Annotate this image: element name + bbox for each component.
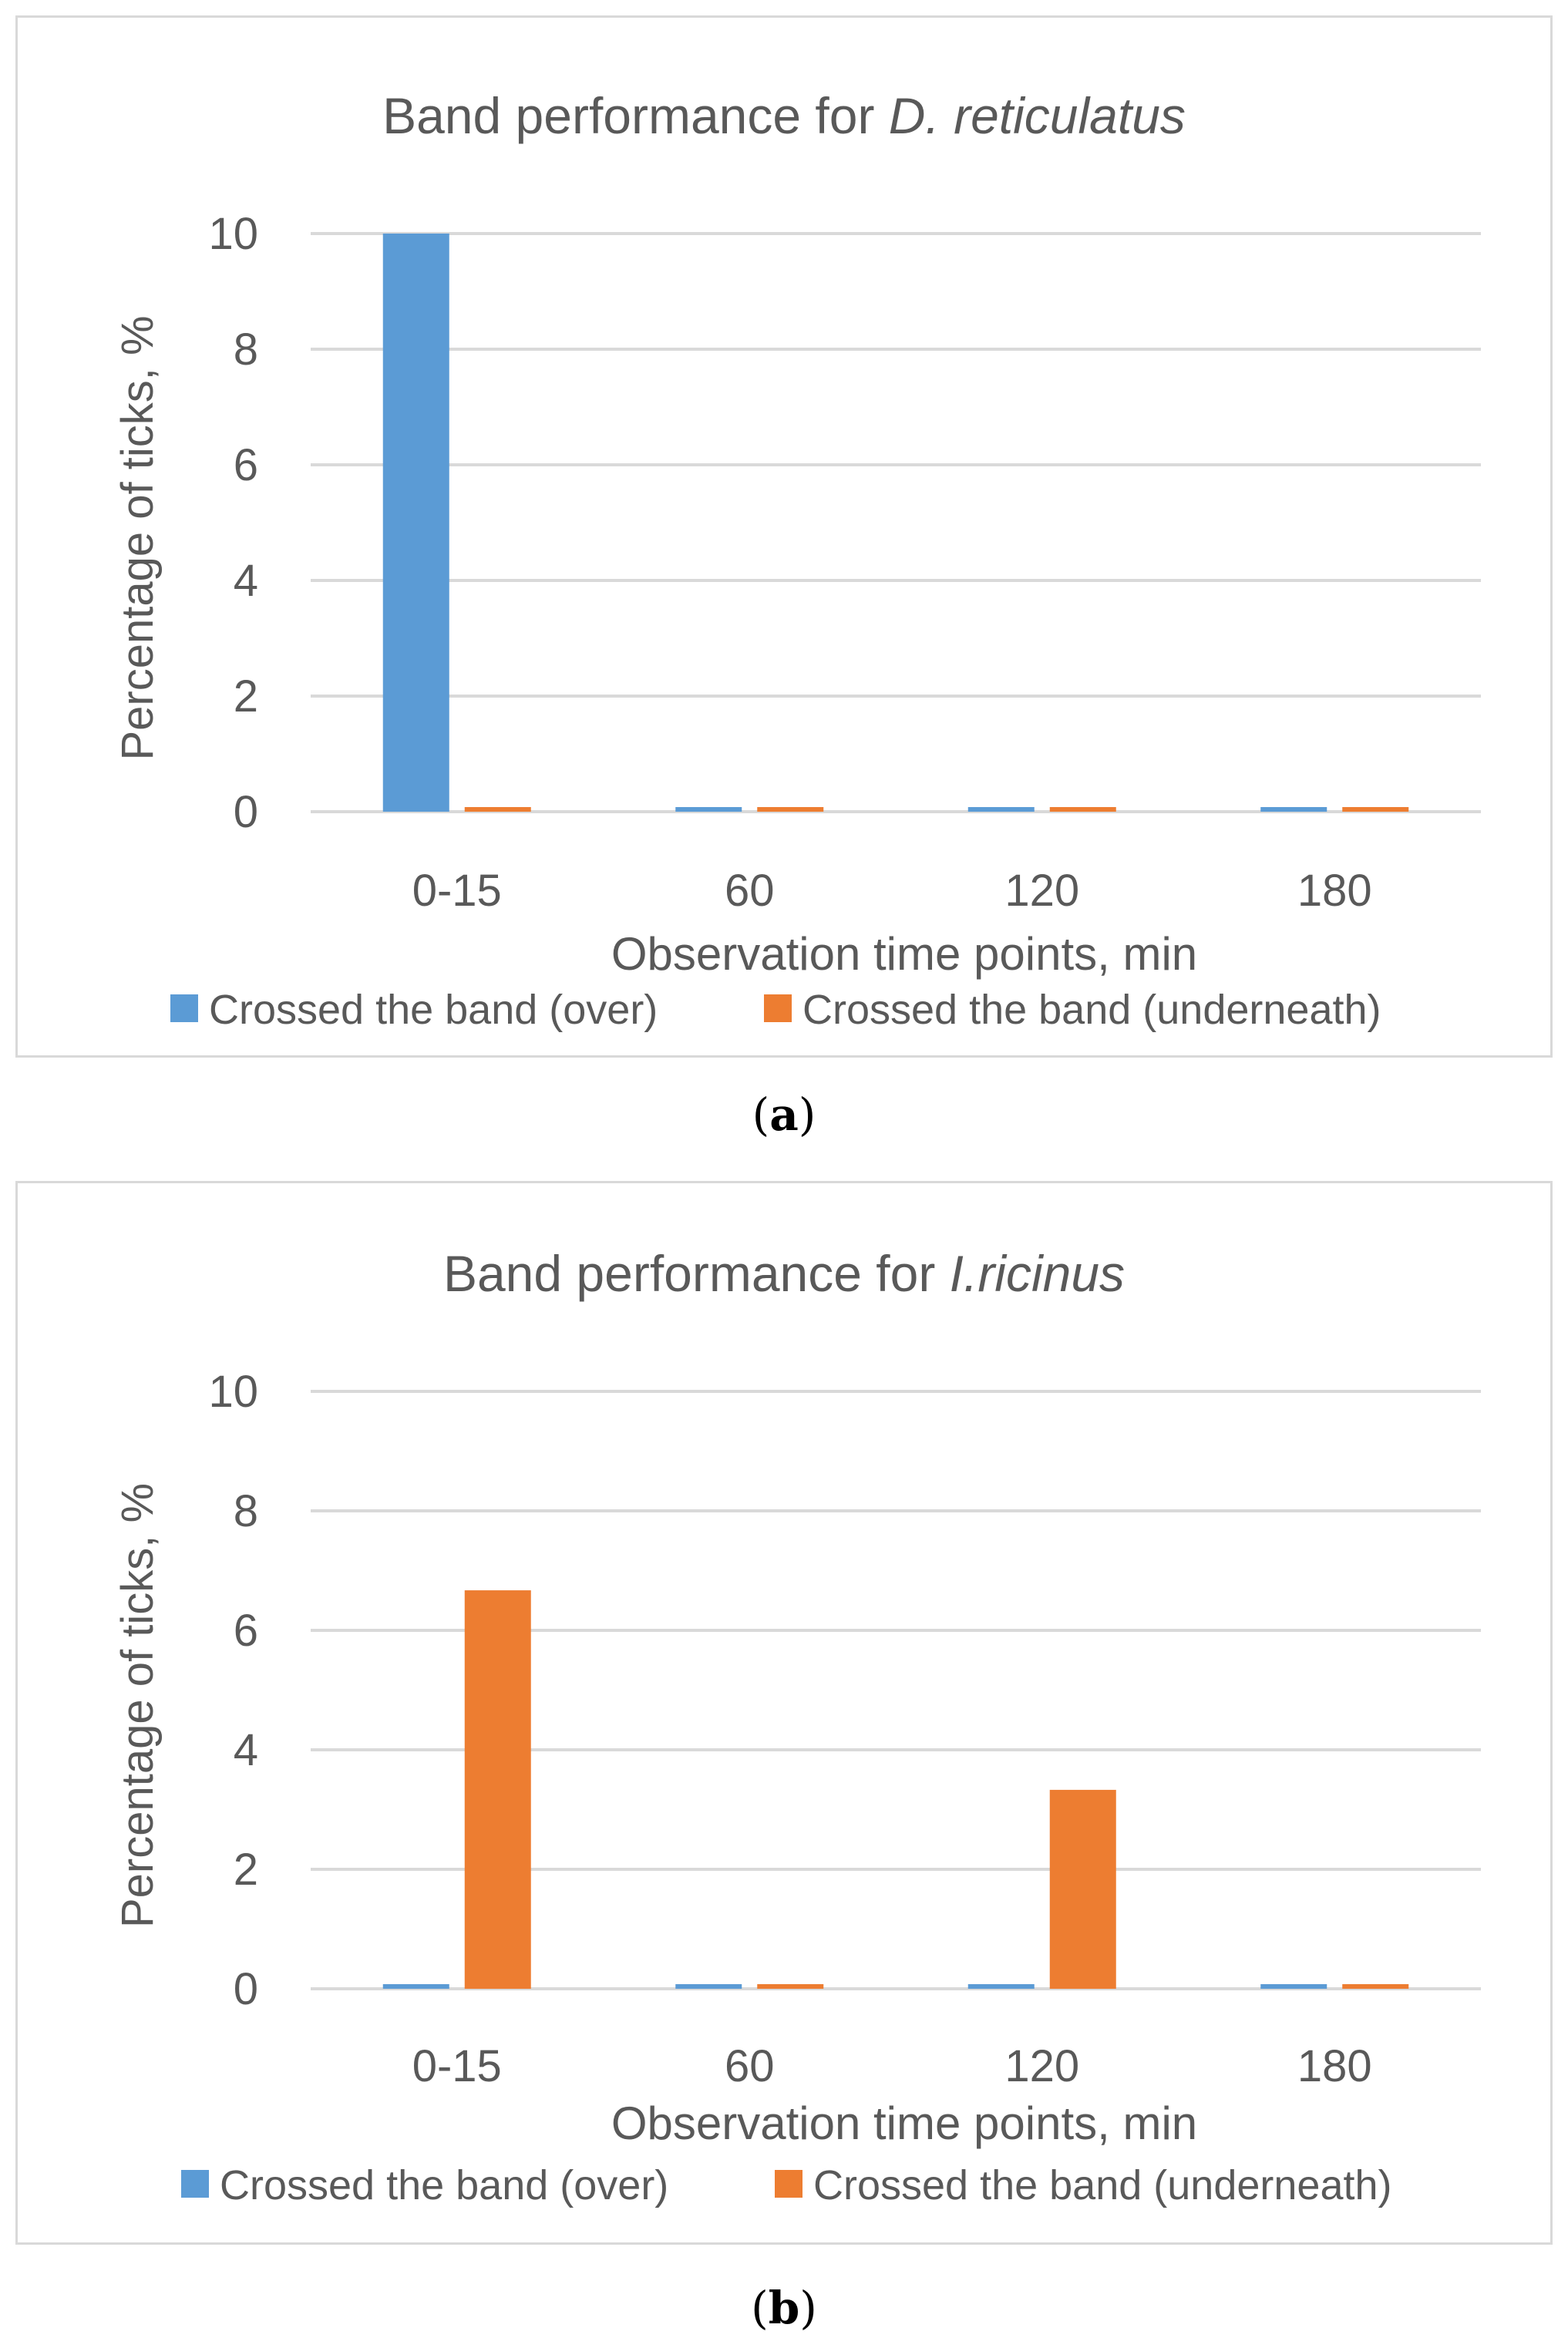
y-tick-label: 2 — [234, 1845, 258, 1895]
bar-over — [967, 807, 1035, 812]
legend-swatch — [764, 994, 792, 1022]
bar-over — [382, 234, 449, 812]
bar-over — [1260, 807, 1327, 812]
x-tick-label: 120 — [1004, 866, 1079, 916]
bar-underneath — [1049, 807, 1116, 812]
bar-over — [675, 807, 742, 812]
bar-underneath — [1049, 1789, 1116, 1989]
bar-underneath — [757, 1984, 824, 1989]
x-tick-label: 180 — [1297, 866, 1372, 916]
x-tick-label: 0-15 — [412, 866, 502, 916]
y-tick-label: 4 — [234, 1725, 258, 1775]
x-tick-label: 120 — [1004, 2041, 1079, 2091]
x-axis-label: Observation time points, min — [611, 2097, 1197, 2149]
x-axis-label: Observation time points, min — [611, 928, 1197, 980]
y-tick-label: 6 — [234, 440, 258, 490]
chart-b: Band performance for I.ricinus 0 2 4 6 8 10 Per… — [113, 1245, 1481, 2208]
x-tick-label: 0-15 — [412, 2041, 502, 2091]
caption-b-letter: b — [768, 2282, 800, 2334]
bar-underneath — [757, 807, 824, 812]
y-axis-label: Percentage of ticks, % — [113, 315, 163, 760]
y-tick-label: 10 — [208, 1367, 258, 1417]
chart-title-species: I.ricinus — [950, 1245, 1125, 1302]
legend-label: Crossed the band (underneath) — [803, 987, 1381, 1033]
y-tick-label: 2 — [234, 671, 258, 722]
y-tick-label: 0 — [234, 787, 258, 837]
legend-swatch — [181, 2170, 209, 2198]
legend-swatch — [170, 994, 198, 1022]
chart-title-text: Band performance for — [443, 1245, 950, 1302]
chart-a: Band performance for D. reticulatus 0 2 4 6 8… — [113, 87, 1481, 1033]
chart-title: Band performance for D. reticulatus — [382, 87, 1186, 144]
bar-over — [967, 1984, 1035, 1989]
y-tick-label: 0 — [234, 1964, 258, 2014]
bar-underneath — [464, 807, 531, 812]
bar-underneath — [464, 1590, 531, 1989]
caption-a-letter: a — [769, 1088, 799, 1141]
bar-underneath — [1342, 1984, 1409, 1989]
caption-a: (a) — [752, 1088, 816, 1141]
legend-label: Crossed the band (underneath) — [813, 2162, 1392, 2208]
legend-swatch — [775, 2170, 803, 2198]
y-tick-label: 4 — [234, 556, 258, 606]
caption-b: (b) — [751, 2282, 817, 2334]
y-tick-label: 8 — [234, 325, 258, 375]
chart-title: Band performance for I.ricinus — [443, 1245, 1125, 1302]
bar-underneath — [1342, 807, 1409, 812]
chart-panel-b: Band performance for I.ricinus 0 2 4 6 8 10 Per… — [15, 1181, 1553, 2245]
bar-over — [675, 1984, 742, 1989]
x-tick-label: 60 — [725, 866, 775, 916]
chart-title-species: D. reticulatus — [889, 87, 1186, 144]
y-tick-label: 10 — [208, 209, 258, 259]
y-tick-label: 8 — [234, 1486, 258, 1536]
chart-title-text: Band performance for — [382, 87, 889, 144]
legend-label: Crossed the band (over) — [220, 2162, 668, 2208]
x-tick-label: 60 — [725, 2041, 775, 2091]
x-tick-label: 180 — [1297, 2041, 1372, 2091]
bar-over — [1260, 1984, 1327, 1989]
legend-label: Crossed the band (over) — [209, 987, 658, 1033]
y-axis-label: Percentage of ticks, % — [113, 1483, 163, 1928]
y-tick-label: 6 — [234, 1606, 258, 1656]
bar-over — [382, 1984, 449, 1989]
chart-panel-a: Band performance for D. reticulatus 0 2 4 6 8… — [15, 15, 1553, 1058]
